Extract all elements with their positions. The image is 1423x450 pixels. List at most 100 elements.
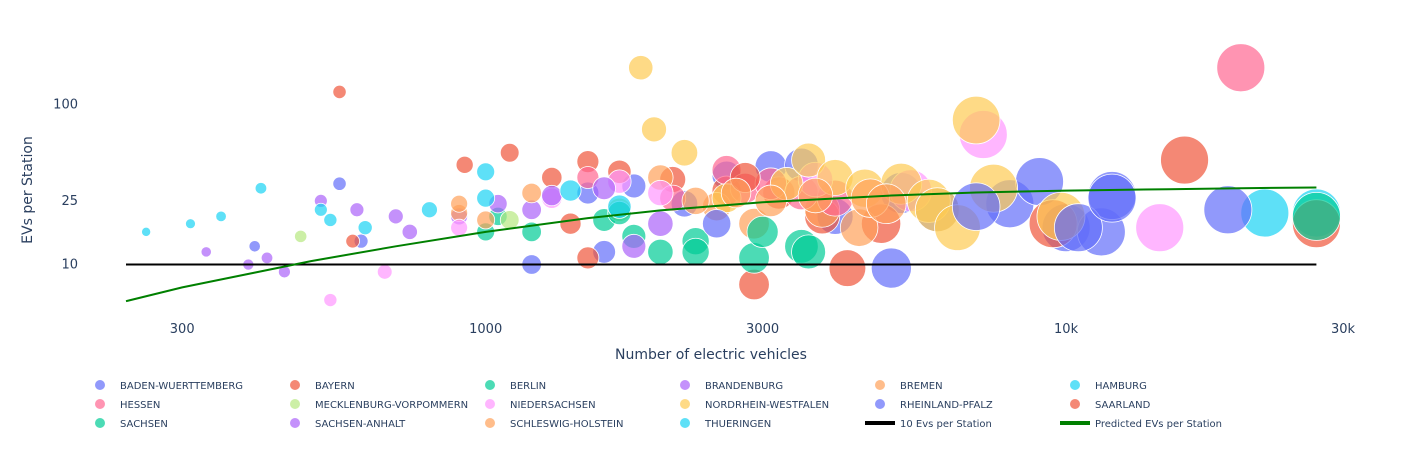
scatter-point bbox=[738, 268, 770, 301]
scatter-point bbox=[791, 142, 826, 178]
legend-label: SACHSEN-ANHALT bbox=[315, 419, 406, 430]
legend-marker bbox=[680, 399, 690, 409]
legend-label: SCHLESWIG-HOLSTEIN bbox=[510, 419, 623, 430]
scatter-point bbox=[576, 166, 600, 189]
legend-label: SAARLAND bbox=[1095, 400, 1151, 411]
trend-line bbox=[125, 186, 1317, 303]
legend-item[interactable]: SCHLESWIG-HOLSTEIN bbox=[485, 418, 623, 430]
legend-label: BRANDENBURG bbox=[705, 381, 783, 392]
scatter-point bbox=[185, 218, 196, 230]
scatter-point bbox=[865, 183, 907, 225]
legend-label: NIEDERSACHSEN bbox=[510, 400, 596, 411]
legend-item[interactable]: BERLIN bbox=[485, 380, 546, 392]
legend-marker bbox=[875, 380, 885, 390]
scatter-point bbox=[1216, 43, 1266, 93]
scatter-point bbox=[1087, 173, 1137, 223]
legend-marker bbox=[680, 418, 690, 428]
x-tick-label: 300 bbox=[170, 322, 195, 337]
scatter-point bbox=[357, 220, 373, 236]
legend-item[interactable]: SACHSEN-ANHALT bbox=[290, 418, 406, 430]
legend-label: BERLIN bbox=[510, 381, 546, 392]
legend-item[interactable]: BREMEN bbox=[875, 380, 943, 392]
scatter-point bbox=[541, 166, 563, 189]
x-axis-title: Number of electric vehicles bbox=[615, 347, 807, 363]
scatter-point bbox=[376, 264, 393, 280]
legend-marker bbox=[95, 418, 105, 428]
legend-label: Predicted EVs per Station bbox=[1095, 419, 1222, 430]
x-tick-label: 10k bbox=[1054, 322, 1079, 337]
scatter-point bbox=[628, 55, 654, 81]
legend-label: 10 Evs per Station bbox=[900, 419, 992, 430]
scatter-point bbox=[450, 218, 469, 237]
legend-label: NORDRHEIN-WESTFALEN bbox=[705, 400, 829, 411]
scatter-point bbox=[349, 202, 365, 218]
legend-item[interactable]: MECKLENBURG-VORPOMMERN bbox=[290, 399, 468, 411]
legend-label: RHEINLAND-PFALZ bbox=[900, 400, 993, 411]
scatter-point bbox=[647, 238, 674, 265]
legend-item[interactable]: SAARLAND bbox=[1070, 399, 1151, 411]
scatter-point bbox=[476, 188, 496, 208]
scatter-point bbox=[345, 233, 360, 249]
legend-label: HESSEN bbox=[120, 400, 160, 411]
legend-item[interactable]: THUERINGEN bbox=[680, 418, 771, 430]
legend-marker bbox=[1070, 399, 1080, 409]
scatter-point bbox=[791, 234, 826, 270]
scatter-point bbox=[559, 179, 582, 202]
scatter-point bbox=[559, 212, 582, 235]
legend-marker bbox=[290, 380, 300, 390]
legend-item[interactable]: HESSEN bbox=[95, 399, 160, 411]
legend-item[interactable]: RHEINLAND-PFALZ bbox=[875, 399, 993, 411]
y-tick-label: 25 bbox=[61, 194, 78, 209]
y-tick-label: 10 bbox=[61, 258, 78, 273]
legend-marker bbox=[485, 380, 495, 390]
legend-item[interactable]: NIEDERSACHSEN bbox=[485, 399, 596, 411]
legend-marker bbox=[95, 399, 105, 409]
scatter-point bbox=[647, 179, 674, 207]
scatter-point bbox=[248, 240, 261, 253]
x-tick-label: 1000 bbox=[469, 322, 502, 337]
scatter-point bbox=[702, 209, 732, 239]
scatter-point bbox=[1135, 203, 1185, 253]
legend-item[interactable]: BADEN-WUERTTEMBERG bbox=[95, 380, 243, 392]
scatter-point bbox=[401, 223, 418, 240]
scatter-point bbox=[592, 176, 616, 201]
legend-marker bbox=[290, 399, 300, 409]
scatter-point bbox=[576, 246, 600, 270]
scatter-point bbox=[681, 186, 710, 215]
legend-marker bbox=[875, 399, 885, 409]
scatter-point bbox=[1053, 203, 1103, 253]
legend-label: BREMEN bbox=[900, 381, 943, 392]
legend-item[interactable]: 10 Evs per Station bbox=[865, 419, 992, 430]
legend-label: BAYERN bbox=[315, 381, 355, 392]
scatter-point bbox=[641, 116, 667, 143]
scatter-point bbox=[421, 201, 438, 219]
scatter-point bbox=[260, 251, 274, 265]
scatter-point bbox=[387, 208, 404, 225]
scatter-point bbox=[1203, 185, 1253, 235]
legend-item[interactable]: SACHSEN bbox=[95, 418, 168, 430]
legend-label: HAMBURG bbox=[1095, 381, 1147, 392]
scatter-point bbox=[1292, 191, 1341, 241]
scatter-point bbox=[951, 95, 1001, 145]
scatter-point bbox=[720, 177, 752, 209]
scatter-point bbox=[746, 215, 779, 248]
scatter-point bbox=[313, 202, 328, 217]
x-tick-label: 3000 bbox=[746, 322, 779, 337]
legend-marker bbox=[485, 399, 495, 409]
legend-item[interactable]: BRANDENBURG bbox=[680, 380, 783, 392]
y-axis: 10 25 100 bbox=[53, 98, 78, 273]
scatter-point bbox=[828, 249, 867, 287]
scatter-point bbox=[670, 139, 699, 167]
scatter-point bbox=[621, 233, 647, 259]
scatter-point bbox=[870, 247, 912, 289]
legend-item[interactable]: HAMBURG bbox=[1070, 380, 1147, 392]
y-axis-title: EVs per Station bbox=[20, 136, 36, 244]
legend-label: BADEN-WUERTTEMBERG bbox=[120, 381, 243, 392]
legend-label: THUERINGEN bbox=[704, 419, 771, 430]
legend-item[interactable]: Predicted EVs per Station bbox=[1060, 419, 1222, 430]
legend-item[interactable]: NORDRHEIN-WESTFALEN bbox=[680, 399, 829, 411]
legend[interactable]: BADEN-WUERTTEMBERG BAYERN BERLIN BRANDENBUR… bbox=[95, 380, 1222, 430]
scatter-point bbox=[647, 210, 674, 237]
legend-item[interactable]: BAYERN bbox=[290, 380, 355, 392]
